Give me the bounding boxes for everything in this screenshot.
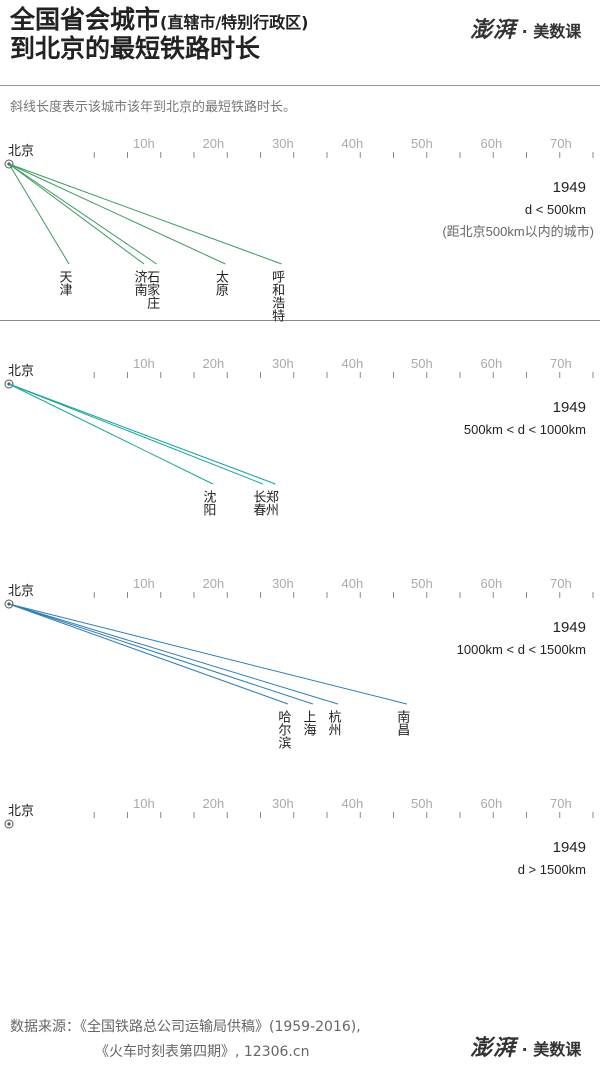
tick-label: 40h: [342, 136, 364, 151]
tick-label: 30h: [272, 356, 294, 371]
tick-label: 20h: [203, 356, 225, 371]
year-label: 1949: [553, 399, 586, 416]
range-label: d < 500km: [525, 202, 586, 217]
year-label: 1949: [553, 179, 586, 196]
origin-label: 北京: [8, 143, 34, 158]
origin-marker: [4, 599, 14, 609]
city-label: 上海: [301, 710, 316, 736]
origin-marker: [4, 379, 14, 389]
city-line: [8, 383, 276, 485]
header-divider: [0, 85, 600, 86]
tick-label: 40h: [342, 576, 364, 591]
origin-marker: [4, 819, 14, 829]
brand-logo-top: 澎湃 · 美数课: [470, 17, 582, 43]
chart-title: 全国省会城市(直辖市/特别行政区) 到北京的最短铁路时长: [10, 5, 309, 64]
tick-label: 60h: [481, 576, 503, 591]
city-label: 杭州: [326, 710, 341, 736]
city-line: [8, 163, 157, 265]
year-label: 1949: [553, 619, 586, 636]
tick-label: 60h: [481, 796, 503, 811]
tick-label: 10h: [133, 356, 155, 371]
city-label: 济南: [133, 270, 148, 296]
city-label: 天津: [58, 270, 73, 296]
tick-label: 70h: [550, 356, 572, 371]
source-line2: 《火车时刻表第四期》, 12306.cn: [95, 1044, 310, 1060]
city-line: [8, 163, 226, 265]
tick-label: 60h: [481, 136, 503, 151]
city-line: [8, 603, 407, 705]
subtitle: 斜线长度表示该城市该年到北京的最短铁路时长。: [10, 100, 297, 115]
title-line1-small: (直辖市/特别行政区): [160, 13, 309, 32]
range-label: 1000km < d < 1500km: [457, 642, 586, 657]
brand-logo-bottom: 澎湃 · 美数课: [470, 1035, 582, 1061]
tick-label: 50h: [411, 136, 433, 151]
tick-label: 20h: [203, 576, 225, 591]
tick-label: 30h: [272, 796, 294, 811]
origin-label: 北京: [8, 363, 34, 378]
city-label: 南昌: [395, 709, 410, 736]
panel-divider: [0, 320, 600, 321]
city-label: 长春: [251, 490, 266, 516]
tick-label: 70h: [550, 796, 572, 811]
chart-svg: 北京 10h 20h 30h 40h 50h 60h 70h 1949 d < 500km (距北京…: [4, 136, 594, 877]
tick-label: 10h: [133, 576, 155, 591]
tick-label: 10h: [133, 796, 155, 811]
tick-label: 40h: [342, 356, 364, 371]
city-label: 郑州: [264, 490, 279, 516]
tick-label: 60h: [481, 356, 503, 371]
note-label: (距北京500km以内的城市): [442, 224, 594, 239]
tick-label: 50h: [411, 356, 433, 371]
city-label: 呼和浩特: [270, 270, 285, 322]
tick-label: 20h: [203, 136, 225, 151]
city-label: 太原: [214, 270, 229, 296]
city-line: [8, 603, 314, 705]
range-label: d > 1500km: [518, 862, 586, 877]
city-label: 石家庄: [145, 270, 160, 310]
source-line1: 数据来源：《全国铁路总公司运输局供稿》(1959-2016),: [10, 1019, 361, 1035]
tick-label: 70h: [550, 576, 572, 591]
tick-label: 70h: [550, 136, 572, 151]
tick-label: 30h: [272, 136, 294, 151]
city-line: [8, 603, 339, 705]
origin-marker: [4, 159, 14, 169]
city-line: [8, 163, 282, 265]
origin-label: 北京: [8, 583, 34, 598]
city-line: [8, 603, 289, 705]
origin-dot: [7, 822, 11, 826]
city-label: 沈阳: [201, 490, 216, 516]
origin-label: 北京: [8, 803, 34, 818]
city-line: [8, 163, 145, 265]
city-line: [8, 383, 214, 485]
city-label: 哈尔滨: [276, 710, 291, 749]
year-label: 1949: [553, 839, 586, 856]
city-line: [8, 383, 264, 485]
tick-label: 10h: [133, 136, 155, 151]
title-line2: 到北京的最短铁路时长: [10, 33, 261, 63]
tick-label: 40h: [342, 796, 364, 811]
tick-label: 20h: [203, 796, 225, 811]
city-line: [8, 163, 70, 265]
tick-label: 30h: [272, 576, 294, 591]
range-label: 500km < d < 1000km: [464, 422, 586, 437]
tick-label: 50h: [411, 576, 433, 591]
source-note: 数据来源：《全国铁路总公司运输局供稿》(1959-2016), 《火车时刻表第四…: [10, 1015, 361, 1065]
tick-label: 50h: [411, 796, 433, 811]
title-line1: 全国省会城市: [10, 5, 161, 34]
